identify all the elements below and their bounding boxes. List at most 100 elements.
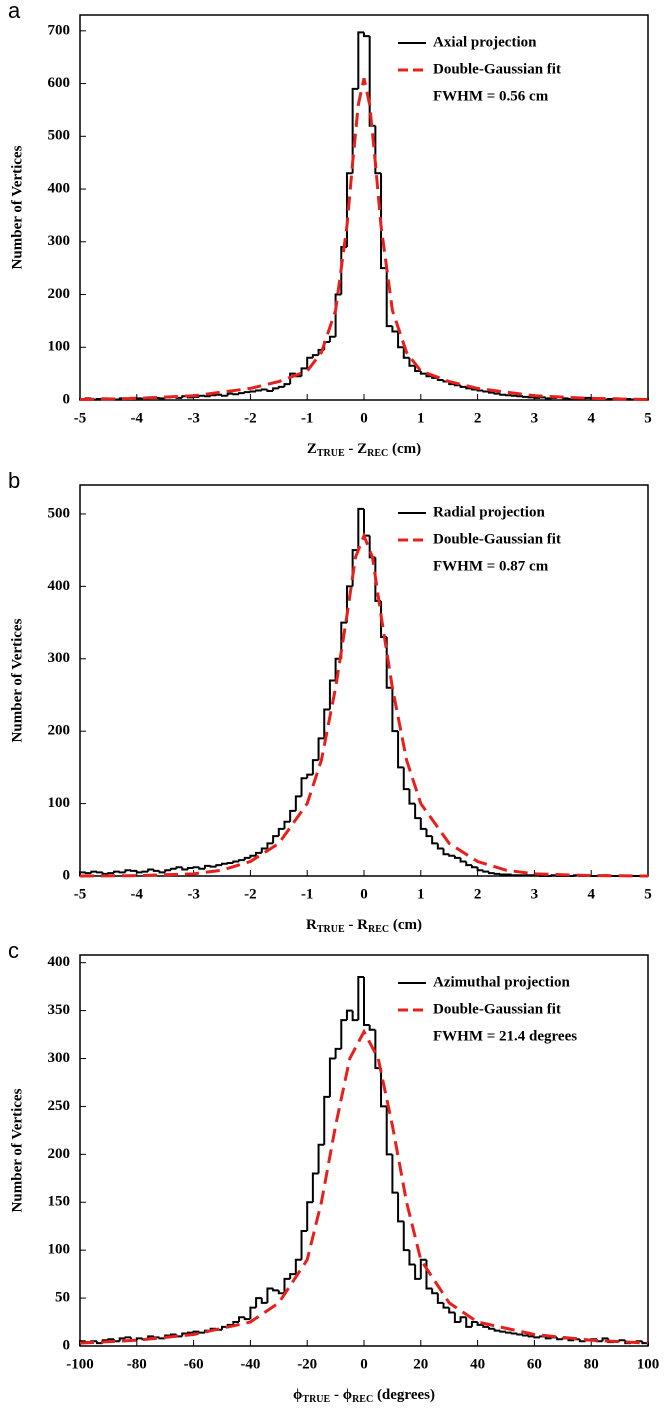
histogram-bin	[226, 392, 234, 396]
annotation: FWHM = 0.87 cm	[433, 558, 549, 574]
histogram-bin	[135, 1337, 143, 1341]
histogram-bin	[459, 385, 467, 388]
histogram-bin	[203, 395, 211, 398]
annotation: FWHM = 21.4 degrees	[433, 1028, 577, 1044]
y-tick-label: 300	[48, 650, 71, 666]
histogram-bin	[641, 1341, 649, 1346]
histogram-bin	[442, 1302, 450, 1309]
x-tick-label: -80	[127, 1356, 147, 1372]
histogram-bin	[448, 1307, 455, 1314]
histogram-bin	[465, 386, 472, 390]
histogram-bin	[90, 870, 98, 874]
histogram-bin	[238, 859, 245, 862]
histogram-bin	[283, 383, 291, 387]
histogram-bin	[402, 347, 410, 359]
histogram-bin	[158, 870, 166, 874]
x-label-subscript: TRUE	[317, 924, 345, 935]
x-label-subscript: REC	[368, 924, 389, 935]
plot-frame	[79, 484, 649, 877]
histogram-bin	[470, 1321, 478, 1327]
fit-curve	[79, 77, 649, 401]
x-tick-label: 40	[470, 1356, 485, 1372]
legend-label: Axial projection	[433, 34, 537, 50]
histogram-bin	[402, 1221, 410, 1252]
histogram-bin	[363, 977, 370, 1026]
histogram-bin	[283, 820, 291, 829]
histogram-bin	[289, 372, 296, 385]
histogram-bin	[300, 367, 308, 377]
histogram-bin	[522, 1334, 529, 1337]
x-tick-label: -2	[244, 886, 257, 902]
y-axis-label: Number of Vertices	[9, 1088, 25, 1212]
histogram-bin	[130, 869, 137, 872]
x-label-part: (degrees)	[373, 1387, 435, 1403]
histogram-bin	[238, 1316, 245, 1323]
histogram-bin	[118, 1337, 126, 1342]
histogram-bin	[135, 397, 143, 400]
histogram-bin	[209, 394, 217, 397]
legend-label: Radial projection	[433, 504, 545, 520]
histogram-bin	[255, 389, 262, 392]
histogram-bin	[448, 854, 455, 857]
histogram-bin	[232, 860, 240, 863]
x-tick-label: 3	[531, 886, 539, 902]
histogram-bin	[249, 1306, 257, 1320]
histogram-bin	[306, 773, 313, 779]
x-label-part: R	[306, 917, 317, 933]
histogram-bin	[414, 803, 421, 820]
x-label-subscript: REC	[352, 1394, 373, 1405]
histogram-bin	[419, 818, 427, 830]
histogram-bin	[232, 1321, 240, 1325]
histogram-bin	[226, 861, 234, 864]
histogram-bin	[363, 508, 370, 537]
x-tick-label: -5	[74, 410, 87, 426]
histogram-bin	[505, 394, 512, 397]
histogram-bin	[385, 637, 393, 689]
histogram-bin	[243, 856, 251, 861]
histogram-bin	[419, 370, 427, 375]
histogram-bin	[300, 1230, 308, 1260]
histogram-bin	[499, 1330, 506, 1333]
y-tick-label: 250	[48, 1098, 71, 1114]
histogram-bin	[107, 1338, 115, 1341]
y-tick-label: 200	[48, 286, 71, 302]
panel-label: b	[8, 468, 20, 493]
x-label-part: (cm)	[389, 917, 422, 933]
plot-frame	[79, 14, 649, 401]
y-tick-label: 100	[48, 1242, 71, 1258]
histogram-bin	[436, 843, 444, 850]
x-tick-label: 4	[587, 410, 595, 426]
y-tick-label: 300	[48, 233, 71, 249]
histogram-bin	[232, 393, 240, 396]
legend-label: Double-Gaussian fit	[433, 1001, 561, 1017]
y-axis-label: Number of Vertices	[9, 618, 25, 742]
x-tick-label: -5	[74, 886, 87, 902]
histogram-bin	[397, 1192, 404, 1223]
histogram-bin	[181, 867, 188, 871]
histogram-bin	[113, 870, 120, 874]
histogram-bin	[419, 1258, 427, 1279]
x-tick-label: 2	[474, 886, 482, 902]
y-axis-label: Number of Vertices	[9, 145, 25, 269]
histogram-bin	[169, 1333, 177, 1336]
histogram-bin	[561, 396, 569, 400]
histogram-bin	[260, 388, 268, 391]
x-tick-label: -2	[244, 410, 257, 426]
histogram-bin	[425, 828, 433, 838]
x-label-subscript: TRUE	[317, 448, 345, 459]
y-tick-label: 150	[48, 1194, 71, 1210]
histogram-bin	[465, 861, 472, 867]
histogram-bin	[175, 866, 183, 869]
histogram-bin	[385, 268, 393, 328]
histogram-bin	[255, 1297, 262, 1308]
histogram-bin	[272, 835, 279, 844]
histogram-bin	[351, 1010, 359, 1022]
histogram-bin	[408, 789, 416, 805]
histogram-bin	[84, 872, 92, 875]
histogram-bin	[306, 1201, 313, 1231]
histogram-bin	[311, 759, 319, 775]
y-tick-label: 0	[63, 1337, 71, 1353]
histogram-bin	[402, 767, 410, 791]
histogram-bin	[289, 809, 296, 822]
